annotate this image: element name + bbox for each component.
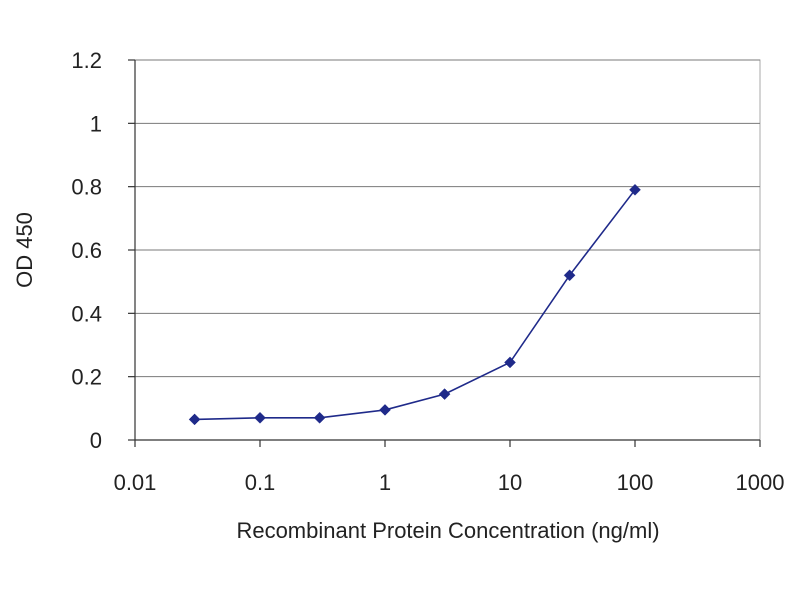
series-group xyxy=(188,183,641,426)
gridlines xyxy=(135,59,760,378)
data-point-marker xyxy=(254,411,266,424)
y-tick-label: 0.6 xyxy=(71,238,102,263)
data-point-marker xyxy=(629,183,641,196)
data-point-marker xyxy=(379,404,391,416)
y-tick-label: 0 xyxy=(90,428,102,453)
x-tick-label: 1000 xyxy=(736,470,785,495)
series-line xyxy=(194,189,636,421)
x-tick-label: 0.1 xyxy=(245,470,276,495)
data-point-marker xyxy=(504,356,516,369)
x-axis-title: Recombinant Protein Concentration (ng/ml… xyxy=(236,518,659,543)
x-tick-label: 10 xyxy=(498,470,522,495)
data-point-marker xyxy=(563,269,576,282)
y-tick-label: 0.4 xyxy=(71,301,102,326)
y-tick-label: 0.2 xyxy=(71,365,102,390)
tick-labels: 0 0.2 0.4 0.6 0.8 1 1.2 0.01 0.1 1 10 100 1000 xyxy=(71,48,784,495)
y-tick-label: 1.2 xyxy=(71,48,102,73)
y-tick-label: 1 xyxy=(90,111,102,136)
y-tick-label: 0.8 xyxy=(71,175,102,200)
x-tick-label: 0.01 xyxy=(114,470,157,495)
data-point-marker xyxy=(313,411,326,424)
data-point-marker xyxy=(188,413,201,426)
axes xyxy=(128,59,761,447)
x-tick-label: 100 xyxy=(617,470,654,495)
data-point-marker xyxy=(438,388,451,400)
y-axis-title: OD 450 xyxy=(12,212,37,288)
x-tick-label: 1 xyxy=(379,470,391,495)
